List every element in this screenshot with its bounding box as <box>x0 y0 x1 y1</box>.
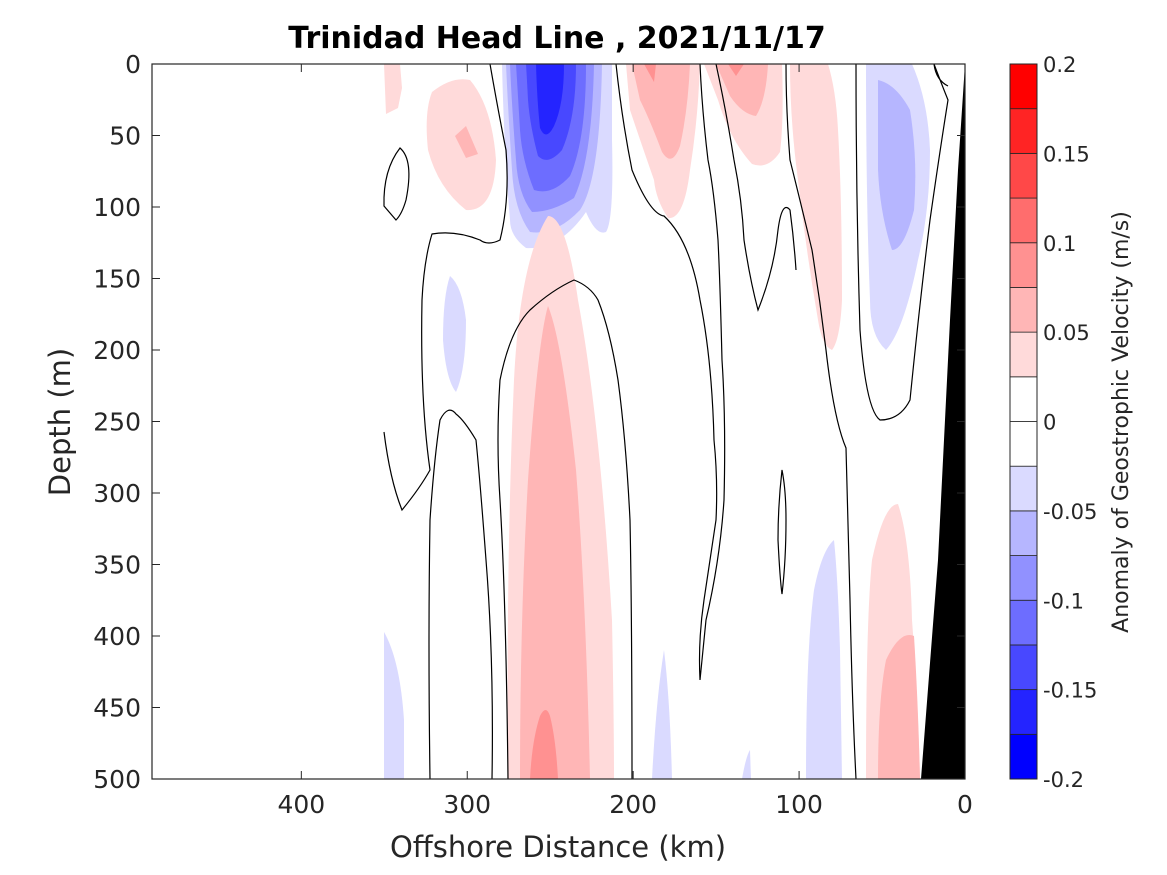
x-tick-label: 300 <box>443 790 491 819</box>
colorbar-segment <box>1009 331 1038 378</box>
colorbar-label: Anomaly of Geostrophic Velocity (m/s) <box>1109 211 1134 633</box>
contour-line-6 <box>933 64 949 87</box>
contour-line-10 <box>777 469 787 595</box>
x-tick-label: 100 <box>775 790 823 819</box>
contour-line-3 <box>615 64 726 681</box>
y-tick-label: 300 <box>93 479 141 508</box>
contour-fill-neg-near-2 <box>878 80 916 250</box>
colorbar-segment <box>1009 421 1038 467</box>
colorbar-segment <box>1009 197 1038 244</box>
colorbar-tick-label: -0.2 <box>1043 768 1084 792</box>
y-tick-label: 400 <box>93 622 141 651</box>
y-tick-label: 250 <box>93 408 141 437</box>
y-tick-label: 150 <box>93 265 141 294</box>
contour-fields <box>383 64 965 779</box>
contour-fill-neg-deep-d <box>806 540 842 779</box>
y-tick-label: 350 <box>93 551 141 580</box>
colorbar-segment <box>1009 689 1038 735</box>
contour-line-8 <box>428 409 493 779</box>
colorbar-segment <box>1009 510 1038 556</box>
x-tick-label: 400 <box>277 790 325 819</box>
contour-fill-pos-deep-2 <box>520 306 590 779</box>
contour-fill-neg-6 <box>536 64 564 135</box>
colorbar-frame <box>1009 63 1038 780</box>
colorbar-segment <box>1009 465 1038 512</box>
contour-fill-neg-offshore-mid <box>443 276 466 392</box>
y-tick-label: 100 <box>93 193 141 222</box>
colorbar-segment <box>1009 287 1038 333</box>
contour-line-2 <box>383 64 508 512</box>
contour-fill-pos-mid-a-peak <box>644 64 656 82</box>
colorbar <box>1009 63 1038 780</box>
contour-fill-pos-offshore-edge <box>384 64 402 114</box>
colorbar-segment <box>1009 63 1038 110</box>
contour-fill-pos-mid-b-core <box>716 64 768 116</box>
colorbar-ticks: 0.2 0.15 0.1 0.05 0 -0.05 -0.1 -0.15 -0.2 <box>1043 53 1097 792</box>
contour-line-1 <box>383 147 410 221</box>
colorbar-tick-label: 0.05 <box>1043 321 1090 345</box>
colorbar-tick-label: 0.15 <box>1043 142 1090 166</box>
colorbar-segment <box>1009 644 1038 691</box>
x-tick-label: 200 <box>609 790 657 819</box>
chart-title: Trinidad Head Line , 2021/11/17 <box>288 21 825 56</box>
x-axis-label: Offshore Distance (km) <box>390 830 726 864</box>
contour-fill-pos-mid-a-core <box>632 64 690 159</box>
colorbar-tick-label: -0.15 <box>1043 679 1097 703</box>
colorbar-segment <box>1009 555 1038 601</box>
y-tick-label: 200 <box>93 336 141 365</box>
y-tick-label: 50 <box>109 122 141 151</box>
colorbar-tick-label: -0.05 <box>1043 500 1097 524</box>
colorbar-tick-label: -0.1 <box>1043 589 1084 613</box>
colorbar-segment <box>1009 108 1038 154</box>
contour-line-4 <box>785 64 857 779</box>
contour-fill-pos-offshore-core <box>455 126 478 158</box>
zero-contour-lines <box>383 64 949 779</box>
contour-fill-pos-mid-c <box>790 64 842 350</box>
colorbar-tick-label: 0.1 <box>1043 232 1076 256</box>
contour-fill-pos-mid-b-peak <box>728 64 744 76</box>
colorbar-segment <box>1009 733 1038 780</box>
contour-fill-pos-deep-near-2 <box>878 635 920 779</box>
y-axis-label: Depth (m) <box>43 348 77 496</box>
colorbar-tick-label: 0 <box>1043 411 1056 435</box>
y-axis: 0 50 100 150 200 250 300 350 400 450 500 <box>93 50 965 794</box>
y-tick-label: 0 <box>125 50 141 79</box>
x-tick-label: 0 <box>957 790 973 819</box>
y-tick-label: 450 <box>93 694 141 723</box>
contour-fill-neg-deep-a <box>384 632 404 779</box>
contour-line-5 <box>855 64 949 421</box>
bathymetry-wedge <box>921 64 965 779</box>
contour-line-7 <box>497 279 633 779</box>
contour-line-9 <box>715 64 797 312</box>
contour-fill-pos-deep-3 <box>530 710 558 779</box>
colorbar-segment <box>1009 242 1038 288</box>
colorbar-segment <box>1009 152 1038 199</box>
contour-fill-neg-deep-b <box>652 650 672 779</box>
contour-fill-neg-deep-c <box>742 750 751 779</box>
colorbar-tick-label: 0.2 <box>1043 53 1076 77</box>
colorbar-segment <box>1009 599 1038 646</box>
colorbar-segment <box>1009 376 1038 422</box>
y-tick-label: 500 <box>93 765 141 794</box>
x-axis: 400 300 200 100 0 <box>277 64 973 819</box>
